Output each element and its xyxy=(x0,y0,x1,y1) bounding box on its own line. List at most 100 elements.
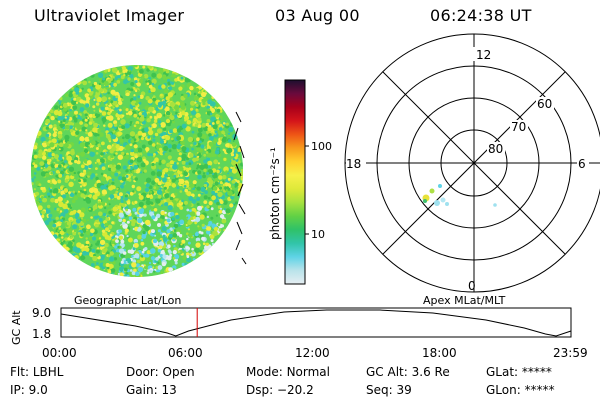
speckle-2508 xyxy=(154,132,159,137)
speckle-2118 xyxy=(231,160,237,166)
speckle-1490 xyxy=(88,121,93,125)
speckle-1113 xyxy=(130,173,133,177)
speckle-2545 xyxy=(77,232,81,235)
speckle-2490 xyxy=(106,144,112,150)
speckle-2529 xyxy=(120,151,125,156)
speckle-2295 xyxy=(100,185,105,190)
speckle-1030 xyxy=(141,132,147,138)
speckle-693 xyxy=(191,147,194,151)
speckle-2543 xyxy=(60,120,63,124)
speckle-395 xyxy=(100,172,104,176)
speckle-986 xyxy=(174,114,178,119)
speckle-2297 xyxy=(149,269,153,274)
speckle-569 xyxy=(130,82,135,86)
speckle-1326 xyxy=(217,153,222,158)
speckle-1953 xyxy=(178,152,182,156)
speckle-1476 xyxy=(160,200,165,204)
speckle-1948 xyxy=(69,150,75,156)
speckle-780 xyxy=(227,172,230,175)
speckle-994 xyxy=(33,151,37,155)
speckle-1350 xyxy=(188,196,194,201)
speckle-2152 xyxy=(143,73,149,79)
speckle-2308 xyxy=(80,193,85,198)
speckle-366 xyxy=(80,207,86,213)
lat-label-80: 80 xyxy=(488,142,503,156)
speckle-1701 xyxy=(193,141,197,146)
speckle-2294 xyxy=(37,205,43,211)
speckle-906 xyxy=(108,203,111,206)
speckle-689 xyxy=(54,198,59,204)
speckle-2165 xyxy=(107,111,111,116)
speckle-2235 xyxy=(45,126,49,130)
speckle-858 xyxy=(167,115,170,118)
speckle-2476 xyxy=(58,156,63,161)
speckle-1173 xyxy=(207,196,211,200)
speckle-2113 xyxy=(159,218,163,223)
speckle-989 xyxy=(52,223,57,228)
speckle-1337 xyxy=(73,171,77,175)
speckle-1810 xyxy=(179,178,185,185)
speckle-1416 xyxy=(119,138,124,143)
speckle-1222 xyxy=(97,113,101,118)
speckle-1135 xyxy=(40,171,47,177)
speckle-1791 xyxy=(124,194,129,198)
speckle-2404 xyxy=(225,208,231,214)
speckle-1225 xyxy=(213,140,218,145)
speckle-2568 xyxy=(79,142,86,148)
speckle-2161 xyxy=(172,238,176,242)
speckle-1525 xyxy=(117,205,122,210)
speckle-2096 xyxy=(122,114,125,117)
speckle-1784 xyxy=(101,229,106,233)
speckle-2091 xyxy=(164,114,168,117)
speckle-2534 xyxy=(176,145,181,150)
speckle-1051 xyxy=(137,259,141,263)
speckle-1061 xyxy=(184,119,187,122)
speckle-238 xyxy=(66,233,69,236)
speckle-1320 xyxy=(71,87,74,90)
speckle-2357 xyxy=(185,162,189,166)
speckle-323 xyxy=(160,215,165,220)
speckle-1939 xyxy=(86,224,91,230)
speckle-1509 xyxy=(113,153,116,157)
speckle-2068 xyxy=(149,190,153,194)
speckle-2472 xyxy=(218,197,221,200)
speckle-1189 xyxy=(195,112,201,119)
speckle-2433 xyxy=(105,263,110,267)
speckle-2083 xyxy=(197,132,203,138)
speckle-1279 xyxy=(162,131,167,136)
speckle-2267 xyxy=(164,173,169,178)
speckle-846 xyxy=(59,105,63,109)
speckle-792 xyxy=(40,136,46,142)
speckle-1682 xyxy=(101,111,107,116)
speckle-1468 xyxy=(62,240,66,243)
speckle-2193 xyxy=(182,255,187,261)
speckle-775 xyxy=(116,232,121,236)
speckle-2392 xyxy=(97,215,100,218)
speckle-2066 xyxy=(114,172,119,177)
limb-mark-3 xyxy=(235,163,242,177)
speckle-2474 xyxy=(139,121,143,124)
speckle-521 xyxy=(145,256,151,262)
speckle-824 xyxy=(132,259,137,264)
speckle-119 xyxy=(151,143,156,147)
speckle-1984 xyxy=(149,115,153,119)
speckle-2312 xyxy=(195,242,201,248)
speckle-2371 xyxy=(148,106,154,113)
speckle-320 xyxy=(90,216,93,219)
speckle-2217 xyxy=(95,249,100,254)
speckle-1987 xyxy=(166,78,171,83)
speckle-931 xyxy=(197,174,203,180)
speckle-164 xyxy=(176,162,179,165)
speckle-899 xyxy=(157,261,160,265)
speckle-1183 xyxy=(185,157,190,161)
speckle-2592 xyxy=(176,128,182,133)
speckle-2012 xyxy=(171,178,176,183)
speckle-1676 xyxy=(98,237,102,240)
speckle-2219 xyxy=(114,245,118,249)
speckle-2462 xyxy=(64,179,69,183)
speckle-669 xyxy=(40,186,44,191)
speckle-1796 xyxy=(43,194,46,197)
speckle-2361 xyxy=(138,201,144,207)
speckle-2526 xyxy=(168,267,174,272)
speckle-1645 xyxy=(115,164,121,170)
